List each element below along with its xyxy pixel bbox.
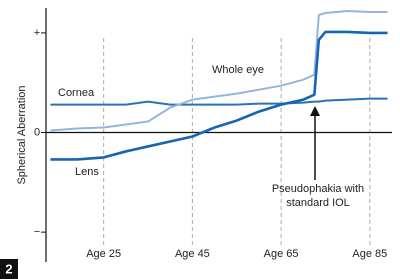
y-tick-label: + — [34, 27, 40, 39]
panel-badge — [0, 259, 18, 279]
x-tick-label: Age 25 — [86, 248, 121, 260]
annotation: standard IOL — [286, 197, 350, 209]
series-line — [50, 9, 388, 132]
series-line — [50, 30, 388, 161]
series-label: Cornea — [58, 87, 95, 99]
x-tick-label: Age 65 — [264, 248, 299, 260]
annotation: Pseudophakia with — [272, 183, 364, 195]
grid — [41, 8, 392, 262]
x-tick-label: Age 85 — [352, 248, 387, 260]
y-tick-label: 0 — [34, 126, 40, 138]
panel-label: 2 — [5, 261, 12, 276]
arrow-head — [310, 106, 320, 116]
series-label: Whole eye — [212, 64, 264, 76]
x-tick-label: Age 45 — [175, 248, 210, 260]
y-axis-label: Spherical Aberration — [16, 85, 28, 184]
series-label: Lens — [75, 166, 99, 178]
series-line — [50, 97, 388, 106]
y-tick-label: − — [34, 226, 40, 238]
plot — [50, 9, 388, 161]
